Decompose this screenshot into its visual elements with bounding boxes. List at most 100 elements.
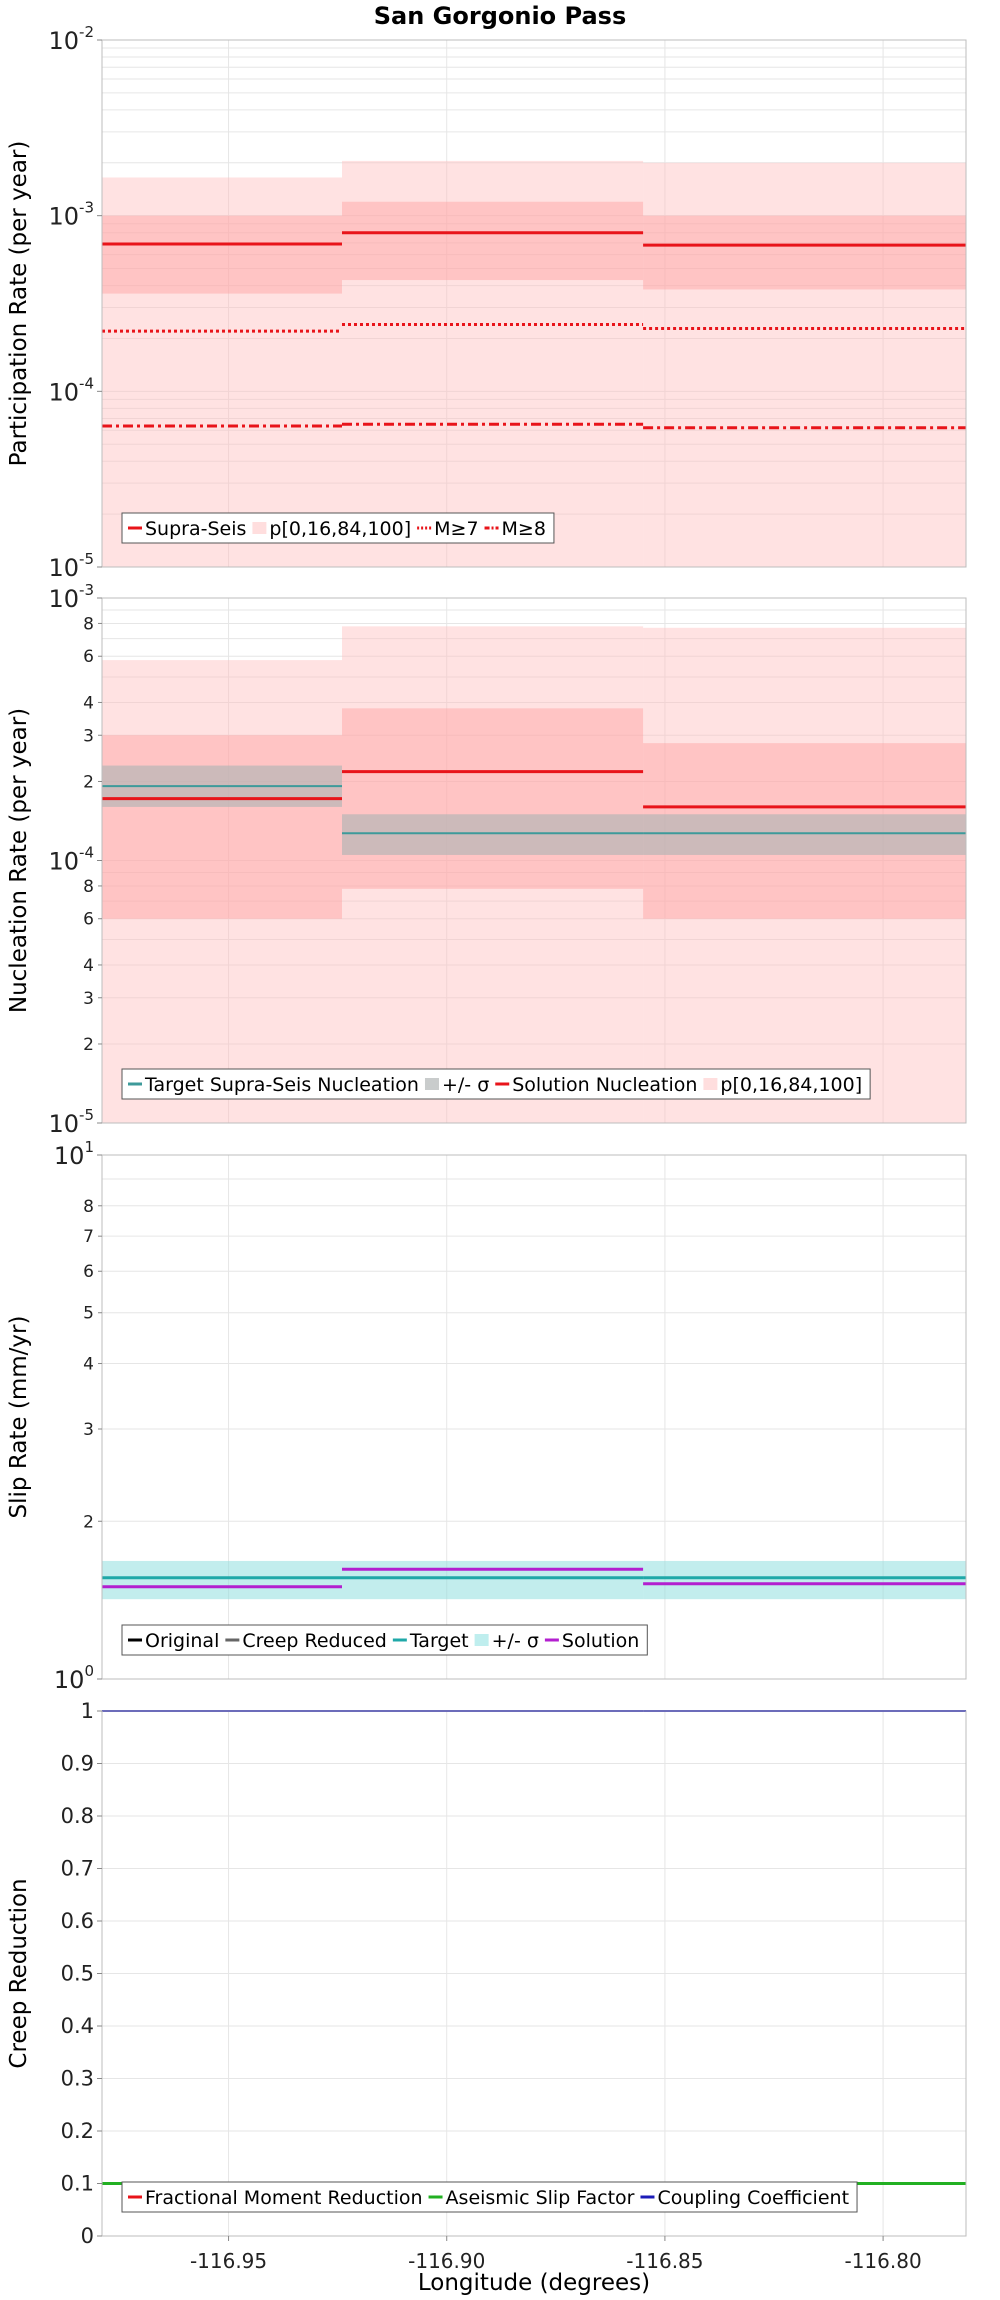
band-0-segment-1 — [342, 1560, 644, 1600]
y-tick-label: 101 — [54, 1138, 94, 1170]
band-1-segment-2 — [643, 215, 966, 290]
y-tick-exponent: -3 — [79, 581, 94, 599]
y-tick-label: 10-3 — [48, 581, 94, 613]
legend-label: Solution Nucleation — [512, 1074, 697, 1096]
y-minor-tick-label: 4 — [83, 693, 94, 713]
y-tick-exponent: -5 — [79, 550, 94, 568]
legend-label: Supra-Seis — [145, 518, 246, 540]
y-tick-base: 10 — [48, 554, 79, 582]
band-0-segment-0 — [102, 1560, 342, 1600]
band-0-segment-1 — [342, 626, 644, 1123]
y-tick-label: 10-5 — [48, 550, 94, 582]
y-minor-tick-label: 3 — [83, 726, 94, 746]
y-tick-label: 100 — [54, 1662, 94, 1694]
y-tick-label: 0.4 — [61, 2014, 94, 2038]
y-tick-label: 0.7 — [61, 1857, 94, 1881]
legend-label: M≥7 — [434, 518, 478, 540]
y-minor-tick-label: 6 — [83, 1262, 94, 1282]
legend-label: Solution — [562, 1630, 639, 1652]
y-tick-exponent: -5 — [79, 1106, 94, 1124]
legend-swatch — [252, 522, 267, 534]
y-tick-label: 0.6 — [61, 1909, 94, 1933]
y-tick-exponent: -2 — [79, 23, 94, 41]
y-tick-base: 10 — [48, 848, 79, 876]
gridlines — [102, 598, 966, 1124]
y-tick-label: 0.3 — [61, 2067, 94, 2091]
y-minor-tick-label: 4 — [83, 956, 94, 976]
x-axis-label: Longitude (degrees) — [418, 2270, 650, 2296]
band-1-segment-1 — [342, 708, 644, 889]
plot-frame — [101, 39, 967, 568]
band-0-segment-2 — [643, 1560, 966, 1600]
legend: Target Supra-Seis Nucleation +/- σ Solutio… — [121, 1068, 871, 1100]
y-tick-label: 0 — [81, 2224, 94, 2248]
band-0-segment-1 — [342, 160, 644, 567]
band-1-segment-0 — [102, 735, 342, 919]
y-tick-exponent: -4 — [79, 844, 94, 862]
plot-frame — [101, 1154, 967, 1680]
band-0-segment-0 — [102, 660, 342, 1123]
legend-box — [121, 512, 555, 544]
y-minor-tick-label: 6 — [83, 910, 94, 930]
y-minor-tick-label: 2 — [83, 772, 94, 792]
legend-label: Coupling Coefficient — [657, 2187, 849, 2209]
y-tick-base: 10 — [48, 378, 79, 406]
legend-label: Original — [145, 1630, 219, 1652]
y-minor-tick-label: 6 — [83, 647, 94, 667]
legend-label: p[0,16,84,100] — [720, 1074, 862, 1096]
y-tick-base: 10 — [54, 1666, 85, 1694]
chart-title: San Gorgonio Pass — [374, 2, 626, 30]
y-tick-base: 10 — [48, 585, 79, 613]
legend-box — [121, 2181, 858, 2213]
y-tick-label: 10-2 — [48, 23, 94, 55]
y-minor-tick-label: 2 — [83, 1512, 94, 1532]
panel-creep: 1 0.9 0.8 0.7 0.6 0.5 0.4 0.3 0.2 0.1 0 Creep Reduc… — [6, 1699, 967, 2273]
legend-swatch — [424, 1078, 439, 1090]
gridlines — [102, 1710, 966, 2237]
legend: Original Creep Reduced Target +/- σ Solution — [121, 1624, 648, 1656]
y-minor-tick-label: 3 — [83, 1420, 94, 1440]
y-tick-label: 10-5 — [48, 1106, 94, 1138]
y-axis-label: Slip Rate (mm/yr) — [6, 1316, 32, 1519]
legend-label: Creep Reduced — [242, 1630, 386, 1652]
y-axis-label: Nucleation Rate (per year) — [6, 708, 32, 1013]
y-tick-label: 0.9 — [61, 1752, 94, 1776]
band-1-segment-1 — [342, 201, 644, 281]
x-tick-label: -116.80 — [844, 2249, 921, 2273]
legend-label: +/- σ — [492, 1630, 539, 1652]
y-minor-tick-label: 3 — [83, 989, 94, 1009]
y-tick-label: 1 — [81, 1699, 94, 1723]
y-tick-exponent: -3 — [79, 199, 94, 217]
y-tick-base: 10 — [48, 1110, 79, 1138]
legend-label: Target — [409, 1630, 469, 1652]
y-tick-base: 10 — [48, 27, 79, 55]
legend-swatch — [474, 1634, 489, 1646]
legend-label: M≥8 — [502, 518, 546, 540]
y-tick-label: 0.1 — [61, 2172, 94, 2196]
legend-box — [121, 1624, 648, 1656]
y-tick-label: 0.2 — [61, 2119, 94, 2143]
legend-label: Aseismic Slip Factor — [446, 2187, 635, 2209]
y-tick-label: 10-4 — [48, 374, 94, 406]
y-tick-label: 10-3 — [48, 199, 94, 231]
y-tick-base: 10 — [48, 203, 79, 231]
y-minor-tick-label: 8 — [83, 614, 94, 634]
y-tick-label: 0.5 — [61, 1962, 94, 1986]
y-tick-label: 10-4 — [48, 844, 94, 876]
y-tick-exponent: 1 — [84, 1138, 94, 1156]
y-axis-label: Participation Rate (per year) — [6, 141, 32, 467]
band-1-segment-0 — [102, 215, 342, 294]
y-minor-tick-label: 8 — [83, 1197, 94, 1217]
y-tick-exponent: 0 — [84, 1662, 94, 1680]
legend-label: +/- σ — [442, 1074, 489, 1096]
legend-label: p[0,16,84,100] — [269, 518, 411, 540]
legend-swatch — [703, 1078, 718, 1090]
gridlines — [102, 1155, 966, 1680]
legend-label: Target Supra-Seis Nucleation — [144, 1074, 419, 1096]
y-minor-tick-label: 2 — [83, 1035, 94, 1055]
y-tick-exponent: -4 — [79, 374, 94, 392]
